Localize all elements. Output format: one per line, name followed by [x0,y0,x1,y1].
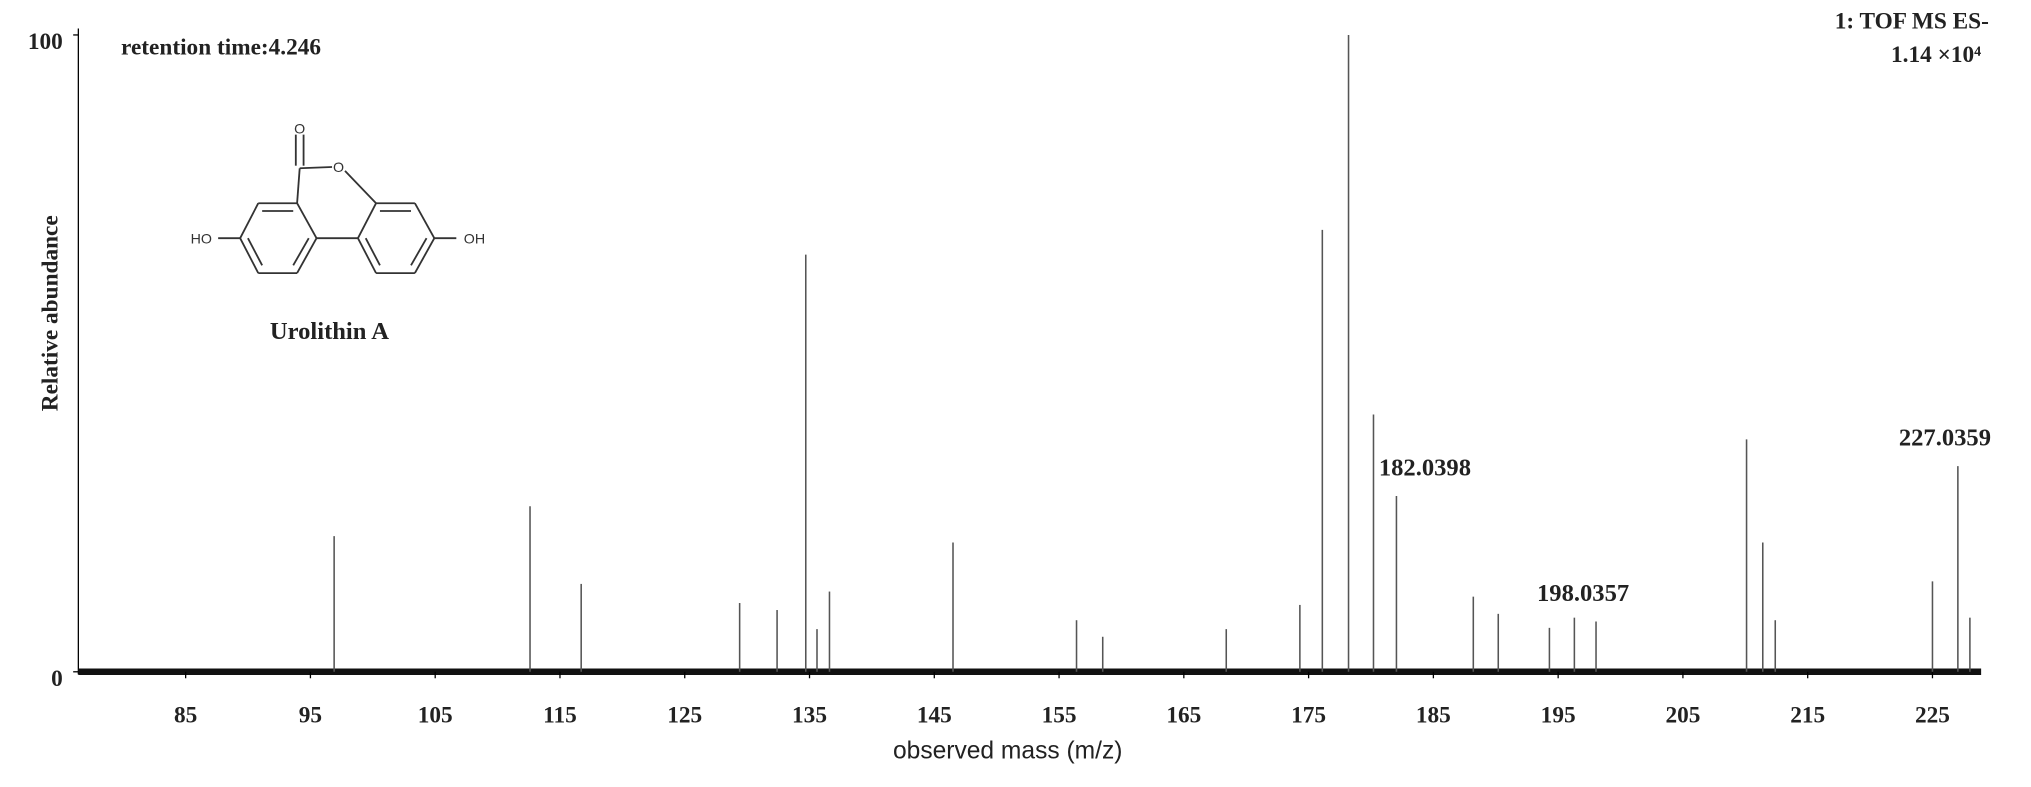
svg-text:HO: HO [191,231,212,247]
svg-text:O: O [294,121,305,137]
x-tick-label: 195 [1541,702,1576,728]
x-tick-label: 155 [1042,702,1077,728]
retention-time: retention time:4.246 [121,34,321,60]
x-tick-label: 205 [1665,702,1700,728]
peak-label: 227.0359 [1899,424,1991,451]
compound-name: Urolithin A [270,318,389,345]
intensity: 1.14 ×10⁴ [1891,42,1981,68]
x-tick-label: 185 [1416,702,1451,728]
y-axis-label: Relative abundance [38,215,64,411]
structure: O O HO OH [191,121,485,275]
svg-text:O: O [333,160,344,176]
svg-text:OH: OH [464,231,485,247]
x-tick-label: 175 [1291,702,1326,728]
instrument: 1: TOF MS ES- [1835,8,1989,34]
y-tick-label: 0 [51,666,63,692]
x-tick-label: 215 [1790,702,1825,728]
peak-label: 198.0357 [1537,580,1629,607]
peak-label: 182.0398 [1379,454,1471,481]
x-tick-label: 95 [299,702,322,728]
x-tick-label: 225 [1915,702,1950,728]
x-tick-label: 165 [1166,702,1201,728]
x-tick-label: 135 [792,702,827,728]
x-tick-label: 125 [667,702,702,728]
x-tick-label: 115 [543,702,577,728]
y-tick-label: 100 [28,29,63,55]
x-axis-label: observed mass (m/z) [893,738,1122,765]
x-tick-label: 105 [418,702,453,728]
x-tick-label: 145 [917,702,952,728]
x-tick-label: 85 [174,702,197,728]
